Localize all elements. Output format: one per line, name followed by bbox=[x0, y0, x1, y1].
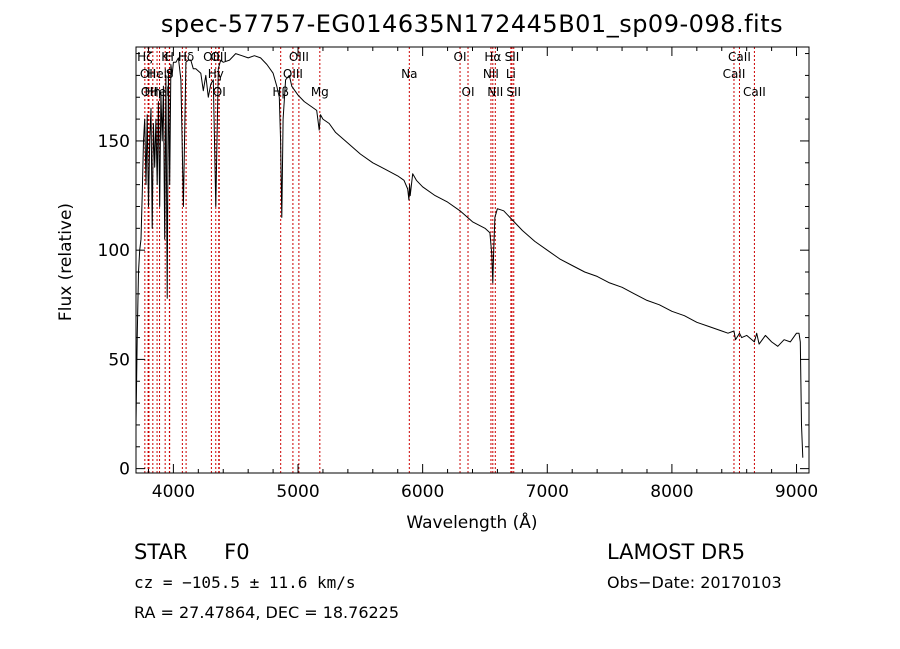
marker-label: OII bbox=[203, 50, 220, 64]
marker-label: H bbox=[165, 50, 174, 64]
x-axis-label: Wavelength (Å) bbox=[406, 511, 537, 533]
y-axis-label: Flux (relative) bbox=[56, 203, 76, 321]
marker-label: OI bbox=[454, 50, 467, 64]
redshift-velocity: cz = −105.5 ± 11.6 km/s bbox=[134, 573, 356, 592]
y-tick-label: 50 bbox=[108, 350, 130, 370]
x-tick-label: 5000 bbox=[276, 482, 319, 502]
marker-label: OIII bbox=[283, 67, 303, 81]
marker-label: SII bbox=[506, 85, 521, 99]
marker-label: OIII bbox=[289, 50, 309, 64]
marker-label: H bbox=[178, 50, 187, 64]
observation-date: Obs−Date: 20170103 bbox=[607, 573, 782, 592]
marker-label: Hel bbox=[150, 85, 170, 99]
marker-label: Na bbox=[401, 67, 417, 81]
x-tick-label: 7000 bbox=[526, 482, 569, 502]
chart-title: spec-57757-EG014635N172445B01_sp09-098.f… bbox=[160, 10, 784, 38]
x-tick-label: 8000 bbox=[650, 482, 693, 502]
marker-label: CaII bbox=[743, 85, 766, 99]
subclass-label: F0 bbox=[224, 540, 250, 564]
y-tick-label: 150 bbox=[98, 132, 130, 152]
x-tick-label: 9000 bbox=[775, 482, 818, 502]
x-tick-label: 4000 bbox=[152, 482, 195, 502]
marker-label: S bbox=[166, 67, 174, 81]
marker-label: OI bbox=[213, 85, 226, 99]
marker-label: NII bbox=[487, 85, 503, 99]
marker-label: CaII bbox=[728, 50, 751, 64]
marker-label: Hζ bbox=[137, 50, 153, 64]
survey-label: LAMOST DR5 bbox=[607, 540, 746, 564]
spectrum-line bbox=[135, 53, 804, 458]
marker-label: Hel bbox=[147, 67, 167, 81]
marker-label: K bbox=[161, 50, 170, 64]
line-markers bbox=[144, 47, 755, 473]
y-tick-label: 0 bbox=[119, 460, 130, 480]
marker-label: OI bbox=[462, 85, 475, 99]
plot-frame bbox=[135, 46, 810, 474]
marker-label: OII bbox=[141, 85, 158, 99]
marker-label: CaII bbox=[723, 67, 746, 81]
spectral-class: STAR F0 bbox=[134, 540, 250, 564]
marker-label: Hβ bbox=[272, 85, 289, 99]
marker-label: Hγ bbox=[208, 67, 224, 81]
marker-label: Li bbox=[506, 67, 516, 81]
y-tick-label: 100 bbox=[98, 241, 130, 261]
marker-label: SII bbox=[505, 50, 520, 64]
ra-dec-coordinates: RA = 27.47864, DEC = 18.76225 bbox=[134, 603, 400, 622]
spectrum-series bbox=[135, 53, 804, 458]
marker-label: Mg bbox=[311, 85, 329, 99]
x-tick-label: 6000 bbox=[401, 482, 444, 502]
marker-label: OII bbox=[140, 67, 157, 81]
axis-ticks: 4000 5000 6000 7000 8000 9000 0 50 100 150 bbox=[98, 47, 818, 502]
marker-label: Hδ bbox=[178, 50, 194, 64]
marker-label: NII bbox=[483, 67, 499, 81]
marker-label: Hη bbox=[145, 85, 162, 99]
marker-label: OII bbox=[210, 50, 227, 64]
marker-label: Hα bbox=[484, 50, 501, 64]
class-label: STAR bbox=[134, 540, 188, 564]
